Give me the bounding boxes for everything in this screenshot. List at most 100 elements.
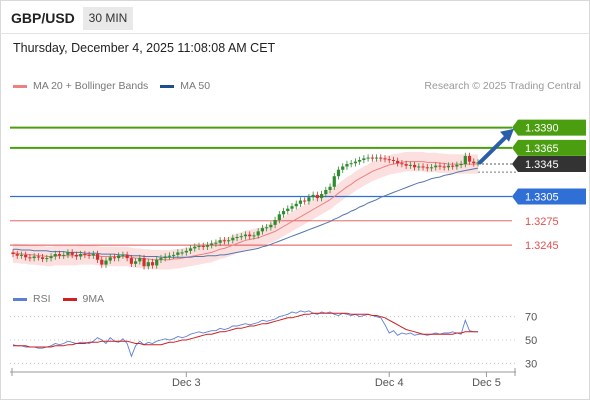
candle-body [239,236,243,238]
candle-body [180,252,184,254]
candle-body [205,245,210,247]
candle-body [290,206,294,209]
forecast-arrow-head [500,128,514,142]
legend-rsi-ma: 9MA [62,293,105,305]
level-tag-1-3345 [512,156,586,173]
legend-rsi-swatch [13,297,27,301]
rsi-tick-50: 50 [525,335,537,347]
candle-body [277,214,281,220]
candle-body [404,164,408,166]
candle-body [197,245,201,247]
candle-body [336,169,341,177]
candle-body [235,237,239,239]
candle-body [62,254,66,256]
candle-body [391,160,396,161]
rsi-tick-30: 30 [525,358,537,370]
candle-body [53,254,57,257]
candle-body [374,157,379,159]
candle-body [459,164,463,166]
candle-body [332,176,336,187]
candle-body [159,258,163,260]
candle-body [298,200,303,204]
instrument-title: GBP/USD [11,10,75,26]
candle-body [396,160,400,164]
candle-body [40,257,45,259]
rsi-ma-line [13,312,478,348]
candle-body [248,234,252,237]
candle-body [269,224,273,228]
candle-body [142,258,146,267]
candle-body [417,166,421,168]
candle-body [294,203,298,207]
candle-body [446,165,451,168]
candle-body [167,255,172,257]
level-tag-1-3365 [512,139,586,156]
candle-body [163,256,167,259]
candle-body [265,227,269,229]
candle-body [19,254,24,256]
legend-ma20-label: MA 20 + Bollinger Bands [33,80,149,92]
rsi-legend: RSI 9MA [13,293,116,305]
legend-rsi-ma-swatch [62,297,77,301]
candle-body [366,157,370,159]
candle-body [95,254,100,260]
candle-body [379,157,383,159]
candle-body [231,237,235,241]
candle-body [117,255,121,259]
legend-rsi-ma-label: 9MA [82,293,105,305]
candle-body [408,164,412,166]
candle-body [214,242,218,244]
candle-body [45,258,49,260]
candle-body [226,240,231,242]
candle-body [79,254,83,257]
timeframe-badge[interactable]: 30 MIN [83,7,133,30]
candle-body [442,166,446,168]
header-divider [0,33,590,34]
candle-body [24,254,28,258]
candle-body [11,252,15,255]
candle-body [281,211,286,215]
x-tick-label: Dec 5 [472,377,501,389]
level-label-1-3305: 1.3305 [525,191,559,203]
candle-body [32,256,36,259]
candle-body [438,165,442,167]
level-label-1-3345: 1.3345 [525,159,559,171]
candle-body [307,197,311,202]
candle-body [341,166,345,170]
candle-body [112,257,117,259]
legend-ma50-swatch [160,84,175,88]
candle-body [210,243,214,246]
candle-body [15,254,19,256]
candle-body [273,220,277,225]
candle-body [49,256,53,259]
candle-body [91,254,95,256]
candle-body [370,157,374,159]
candle-body [222,240,226,242]
candle-body [425,167,429,169]
candle-body [311,194,315,198]
legend-ma50: MA 50 [160,80,210,92]
candle-body [260,228,265,232]
candle-body [146,262,150,267]
bollinger-band [13,151,478,270]
legend-rsi: RSI [13,293,51,305]
candle-body [121,254,125,256]
candles [11,152,480,270]
level-label-1-3245: 1.3245 [525,240,559,252]
candle-body [455,164,459,167]
ma50-line [13,167,479,258]
level-label-1-3275: 1.3275 [525,216,559,228]
candle-body [104,260,108,265]
candle-body [172,254,176,256]
candle-body [150,262,155,266]
candle-body [100,259,104,265]
candle-body [243,234,248,237]
candle-body [188,248,193,251]
legend-ma50-label: MA 50 [180,80,211,92]
rsi-line [12,310,478,358]
x-tick-label: Dec 3 [172,377,201,389]
candle-body [125,254,129,259]
candle-body [193,246,197,249]
candle-body [83,254,87,256]
